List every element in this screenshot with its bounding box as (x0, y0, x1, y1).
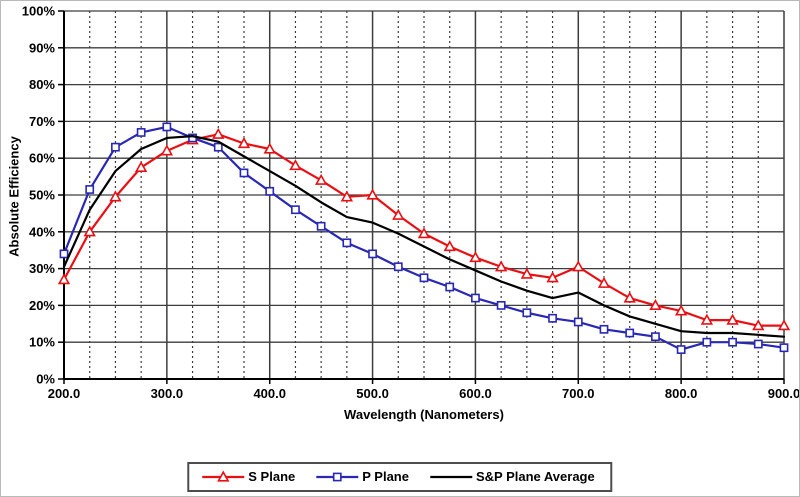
series-marker-s-plane (469, 251, 482, 263)
series-marker-s-plane (366, 188, 379, 200)
x-tick-label: 800.0 (665, 386, 698, 401)
series-marker-s-plane (572, 260, 585, 272)
series-marker-s-plane (752, 319, 765, 331)
series-marker-s-plane (392, 208, 405, 220)
series-marker-p-plane (393, 262, 403, 272)
series-marker-p-plane (548, 313, 557, 323)
series-marker-p-plane (625, 328, 635, 338)
y-tick-label: 20% (29, 298, 55, 313)
x-axis-title: Wavelength (Nanometers) (344, 407, 504, 422)
series-marker-p-plane (445, 282, 455, 292)
p-plane-legend-sample-icon (316, 472, 359, 481)
x-tick-label: 200.0 (48, 386, 81, 401)
series-marker-p-plane (728, 337, 737, 347)
series-marker-s-plane (520, 267, 534, 279)
legend-sample-marker (217, 470, 230, 482)
y-tick-label: 40% (29, 224, 55, 239)
series-marker-p-plane (651, 332, 660, 342)
series-marker-p-plane (316, 221, 326, 231)
series-marker-p-plane (291, 205, 300, 215)
y-tick-label: 50% (29, 188, 55, 203)
legend: S Plane P Plane S&P Plane Average (187, 462, 613, 492)
legend-item-p-plane: P Plane (315, 469, 409, 484)
legend-label-s-plane: S Plane (248, 469, 296, 484)
y-tick-label: 10% (29, 335, 55, 350)
series-marker-s-plane (777, 319, 791, 331)
series-marker-p-plane (136, 128, 146, 137)
series-marker-s-plane (700, 313, 714, 325)
series-marker-s-plane (83, 225, 96, 237)
series-marker-p-plane (702, 337, 712, 347)
series-marker-p-plane (85, 185, 95, 194)
series-marker-s-plane (443, 240, 456, 252)
series-marker-s-plane (57, 273, 71, 285)
y-axis-title: Absolute Efficiency (6, 136, 22, 257)
y-tick-label: 80% (29, 77, 55, 92)
series-marker-p-plane (496, 300, 506, 310)
series-marker-p-plane (471, 293, 480, 303)
series-marker-p-plane (342, 238, 352, 248)
series-marker-p-plane (368, 249, 377, 259)
series-marker-s-plane (649, 298, 662, 311)
plot-area: 200.0 300.0 400.0 500.0 600.0 700.0 800.0 900.0… (22, 4, 800, 402)
y-tick-label: 100% (22, 4, 56, 19)
y-tick-label: 70% (29, 114, 55, 129)
sp-average-legend-sample-icon (429, 475, 472, 478)
series-marker-s-plane (263, 142, 276, 154)
y-tick-label: 30% (29, 261, 55, 276)
series-marker-p-plane (239, 168, 249, 178)
x-tick-label: 300.0 (151, 386, 184, 401)
y-tick-label: 0% (36, 372, 55, 387)
series-marker-s-plane (546, 271, 559, 283)
x-tick-label: 400.0 (253, 386, 286, 401)
legend-item-s-plane: S Plane (201, 469, 295, 484)
x-tick-label: 500.0 (356, 386, 389, 401)
s-plane-legend-sample-icon (202, 470, 245, 482)
series-marker-p-plane (779, 343, 789, 353)
series-marker-p-plane (162, 122, 172, 132)
series-marker-p-plane (265, 186, 275, 196)
series-marker-s-plane (597, 276, 611, 288)
x-tick-label: 900.0 (768, 386, 800, 401)
series-marker-p-plane (419, 273, 429, 283)
series-marker-p-plane (753, 339, 763, 349)
series-marker-p-plane (522, 308, 532, 318)
series-marker-s-plane (726, 313, 739, 325)
series-line-s-p-plane-average (62, 135, 786, 338)
legend-sample-marker (332, 472, 342, 481)
series-marker-s-plane (134, 160, 148, 172)
series-marker-s-plane (109, 190, 122, 202)
series-marker-p-plane (213, 142, 223, 152)
series-marker-p-plane (599, 324, 609, 334)
x-tick-label: 600.0 (459, 386, 492, 401)
y-tick-label: 90% (29, 40, 55, 55)
series-marker-p-plane (59, 249, 69, 259)
series-marker-s-plane (623, 291, 636, 303)
series-marker-p-plane (573, 317, 583, 327)
legend-label-p-plane: P Plane (362, 469, 409, 484)
series-marker-s-plane (212, 127, 225, 139)
series-marker-s-plane (674, 304, 688, 316)
series-marker-s-plane (494, 260, 508, 272)
y-tick-label: 60% (29, 151, 55, 166)
series-marker-p-plane (111, 142, 120, 152)
series-marker-s-plane (289, 159, 302, 171)
series-marker-s-plane (340, 190, 354, 202)
series-marker-p-plane (676, 345, 686, 354)
series-marker-s-plane (160, 144, 174, 156)
series-marker-s-plane (237, 137, 251, 149)
x-tick-label: 700.0 (562, 386, 595, 401)
legend-item-sp-average: S&P Plane Average (429, 469, 595, 484)
series-marker-s-plane (314, 173, 328, 185)
legend-label-sp-average: S&P Plane Average (475, 469, 595, 484)
series-marker-s-plane (417, 227, 431, 239)
